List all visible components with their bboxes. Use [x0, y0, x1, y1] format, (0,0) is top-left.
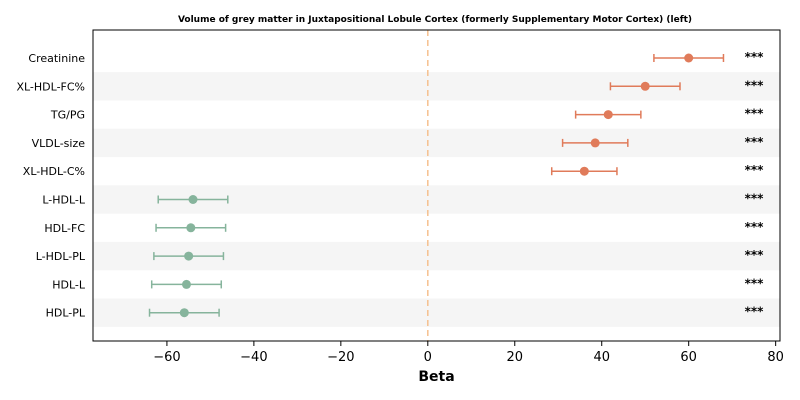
significance-mark: *** — [745, 248, 765, 262]
significance-mark: *** — [745, 192, 765, 206]
y-label: VLDL-size — [32, 137, 86, 150]
beta-point — [188, 195, 198, 204]
row-mark-10 — [148, 308, 220, 318]
x-tick-label: 80 — [767, 350, 784, 365]
row-mark-1 — [653, 53, 725, 63]
y-label: HDL-L — [52, 278, 86, 291]
y-label: TG/PG — [50, 109, 85, 122]
beta-point — [181, 279, 191, 289]
beta-point — [186, 223, 196, 233]
row-mark-5 — [550, 166, 618, 176]
significance-labels: *** *** *** *** *** *** *** *** *** *** — [745, 50, 765, 319]
beta-point — [179, 308, 189, 318]
significance-mark: *** — [745, 276, 765, 290]
row-mark-8 — [153, 251, 225, 261]
row-band — [93, 128, 780, 158]
x-tick-label: −40 — [240, 350, 267, 365]
x-axis-label: Beta — [418, 369, 454, 385]
y-label: XL-HDL-FC% — [16, 80, 85, 93]
significance-mark: *** — [745, 220, 765, 234]
x-tick-label: 20 — [506, 350, 523, 365]
y-label: HDL-PL — [46, 307, 86, 320]
row-mark-3 — [574, 110, 642, 120]
significance-mark: *** — [745, 135, 765, 149]
row-mark-9 — [150, 279, 223, 289]
y-label: HDL-FC — [44, 222, 85, 235]
data-marks — [148, 53, 725, 318]
beta-point — [184, 251, 194, 261]
y-axis-labels: Creatinine XL-HDL-FC% TG/PG VLDL-size XL-HDL… — [16, 52, 85, 320]
row-mark-4 — [561, 138, 629, 148]
x-tick-label: −60 — [153, 350, 180, 365]
y-label: L-HDL-PL — [36, 250, 86, 263]
beta-point — [684, 53, 694, 63]
chart-title: Volume of grey matter in Juxtapositional… — [178, 15, 692, 25]
x-tick-label: 40 — [593, 350, 610, 365]
beta-point — [590, 138, 600, 148]
beta-point — [603, 110, 613, 120]
significance-mark: *** — [745, 107, 765, 121]
x-tick-label: 60 — [680, 350, 697, 365]
row-mark-7 — [155, 223, 227, 233]
y-label: Creatinine — [28, 52, 85, 65]
row-mark-2 — [609, 81, 681, 91]
plot-frame — [92, 29, 781, 342]
y-label: L-HDL-L — [42, 194, 86, 207]
x-axis: −60 −40 −20 0 20 40 60 80 — [153, 341, 784, 365]
significance-mark: *** — [745, 163, 765, 177]
significance-mark: *** — [745, 50, 765, 64]
significance-mark: *** — [745, 78, 765, 92]
significance-mark: *** — [745, 305, 765, 319]
beta-point — [579, 166, 589, 176]
y-label: XL-HDL-C% — [23, 165, 85, 178]
x-tick-label: −20 — [327, 350, 354, 365]
beta-point — [640, 81, 650, 91]
x-tick-label: 0 — [424, 350, 432, 365]
row-mark-6 — [157, 195, 229, 204]
